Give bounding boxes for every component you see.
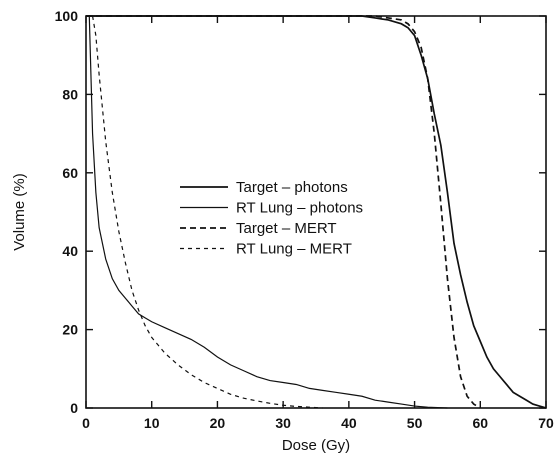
series-layer: [86, 15, 547, 409]
y-tick-label: 100: [55, 8, 79, 24]
legend-label-2: RT Lung – photons: [236, 200, 363, 217]
x-tick-label: 50: [407, 415, 423, 431]
plot-frame: [85, 15, 547, 409]
legend-label-1: Target – photons: [236, 179, 348, 196]
legend: Target – photons RT Lung – photons Target …: [180, 179, 363, 258]
x-tick-label: 10: [144, 415, 160, 431]
y-tick-label: 0: [70, 400, 78, 416]
series-line-1: [86, 15, 547, 409]
legend-label-3: Target – MERT: [236, 220, 337, 237]
y-tick-label: 60: [62, 165, 78, 181]
series-line-3: [86, 15, 481, 409]
x-axis-label: Dose (Gy): [282, 437, 350, 454]
y-tick-label: 80: [62, 86, 78, 102]
y-tick-label: 20: [62, 322, 78, 338]
x-tick-label: 0: [82, 415, 90, 431]
series-line-4: [91, 15, 323, 409]
x-tick-label: 60: [472, 415, 488, 431]
y-axis-label: Volume (%): [11, 173, 28, 251]
legend-label-4: RT Lung – MERT: [236, 241, 352, 258]
x-tick-label: 70: [538, 415, 554, 431]
y-tick-label: 40: [62, 243, 78, 259]
labels-layer: 0 10 20 30 40 50 60 70 0 20 40 60 80 100: [55, 8, 554, 431]
x-tick-label: 20: [210, 415, 226, 431]
ticks-layer: [85, 15, 547, 409]
x-tick-label: 40: [341, 415, 357, 431]
series-line-2: [88, 15, 448, 409]
x-tick-label: 30: [275, 415, 291, 431]
